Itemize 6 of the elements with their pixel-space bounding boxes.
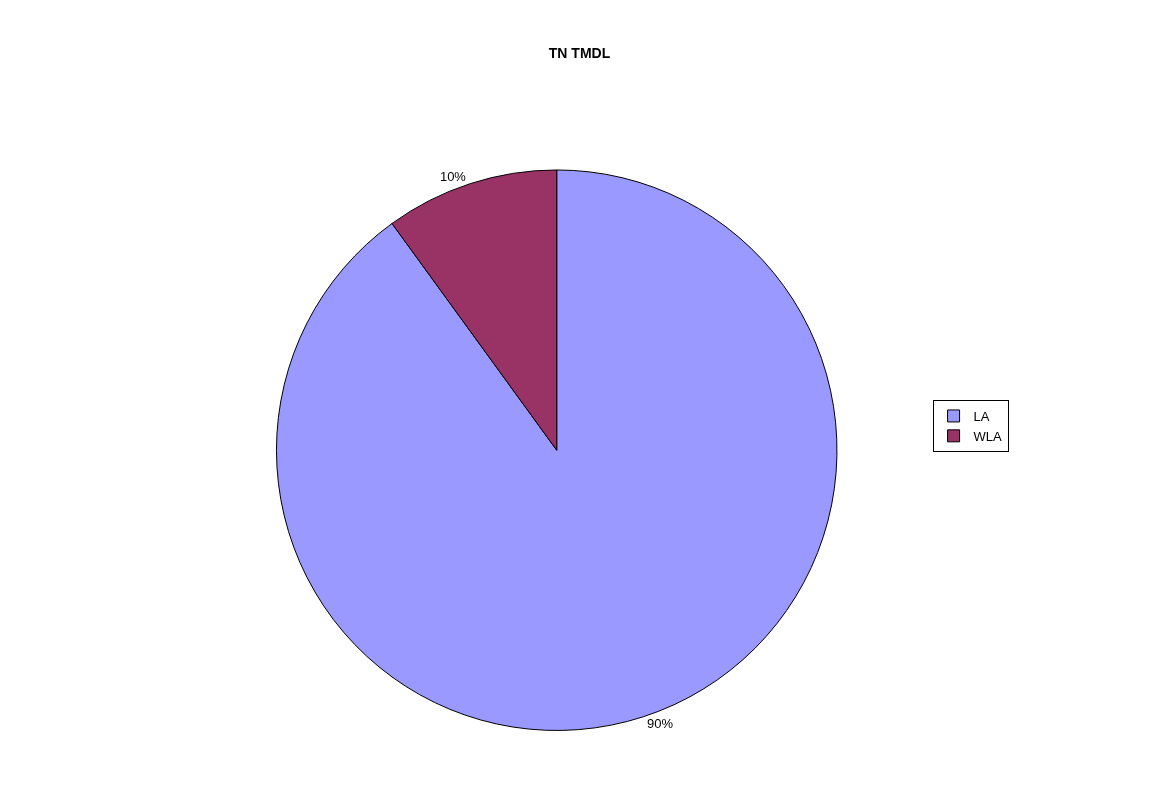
data-label: 10% [439,169,467,185]
pie-slice [276,169,838,731]
data-label: 90% [647,716,674,732]
legend-label: LA [973,409,990,425]
legend-label: WLA [973,428,1003,444]
chart-title: TN TMDL [548,44,611,61]
